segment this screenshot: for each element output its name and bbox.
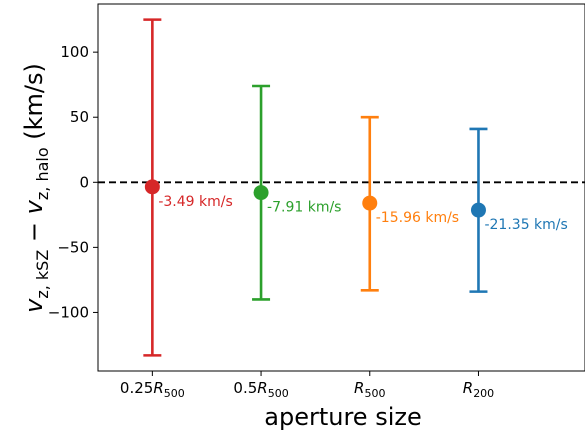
data-point-label: -21.35 km/s [484, 217, 567, 233]
y-tick-label: −100 [48, 303, 89, 321]
data-point-marker [144, 179, 160, 195]
y-axis-title-minus: − [20, 214, 48, 249]
data-point-marker [253, 185, 269, 201]
x-tick-label-symbol: R [354, 379, 364, 397]
x-tick-label-subscript: 500 [268, 387, 289, 400]
x-tick-label-prefix: 0.5 [233, 379, 257, 397]
y-axis-ticks: 100 50 0 −50 −100 [48, 43, 98, 321]
data-point-group: -21.35 km/s [469, 127, 568, 293]
y-tick-label: −50 [57, 238, 89, 256]
y-axis-title-sub1: z, kSZ [33, 250, 52, 299]
data-point-marker [362, 195, 378, 211]
plot-area [97, 3, 585, 372]
y-tick-label: 0 [79, 173, 89, 191]
x-tick-label-subscript: 200 [473, 387, 494, 400]
x-axis-ticks: 0.25R500 0.5R500 R500 R200 [120, 371, 494, 400]
data-point-group: -7.91 km/s [252, 84, 341, 301]
y-axis-title-unit: (km/s) [20, 63, 48, 147]
data-point-label: -15.96 km/s [376, 210, 459, 226]
y-tick-label: 50 [70, 108, 89, 126]
x-tick-label-prefix: 0.25 [120, 379, 153, 397]
data-point-label: -3.49 km/s [158, 194, 232, 210]
data-point-group: -3.49 km/s [143, 18, 233, 357]
y-axis-title: vz, kSZ − vz, halo (km/s) [20, 63, 52, 313]
x-tick-label-symbol: R [153, 379, 163, 397]
x-tick-label-subscript: 500 [364, 387, 385, 400]
x-tick-label: R500 [354, 379, 385, 400]
x-tick-label-symbol: R [463, 379, 473, 397]
data-point-label: -7.91 km/s [267, 200, 341, 216]
data-point-marker [470, 202, 486, 218]
x-tick-label: 0.5R500 [233, 379, 288, 400]
x-tick-label-subscript: 500 [164, 387, 185, 400]
y-axis-title-v1: v [20, 298, 48, 313]
x-tick-label-symbol: R [257, 379, 267, 397]
y-tick-label: 100 [60, 43, 89, 61]
x-axis-title: aperture size [264, 403, 421, 431]
data-point-group: -15.96 km/s [360, 115, 459, 292]
data-series: -3.49 km/s -7.91 km/s -15.96 km/s -21.35 km… [143, 18, 568, 357]
x-tick-label: 0.25R500 [120, 379, 185, 400]
x-tick-label: R200 [463, 379, 494, 400]
y-axis-title-sub2: z, halo [33, 147, 52, 200]
y-axis-title-v2: v [20, 199, 48, 214]
